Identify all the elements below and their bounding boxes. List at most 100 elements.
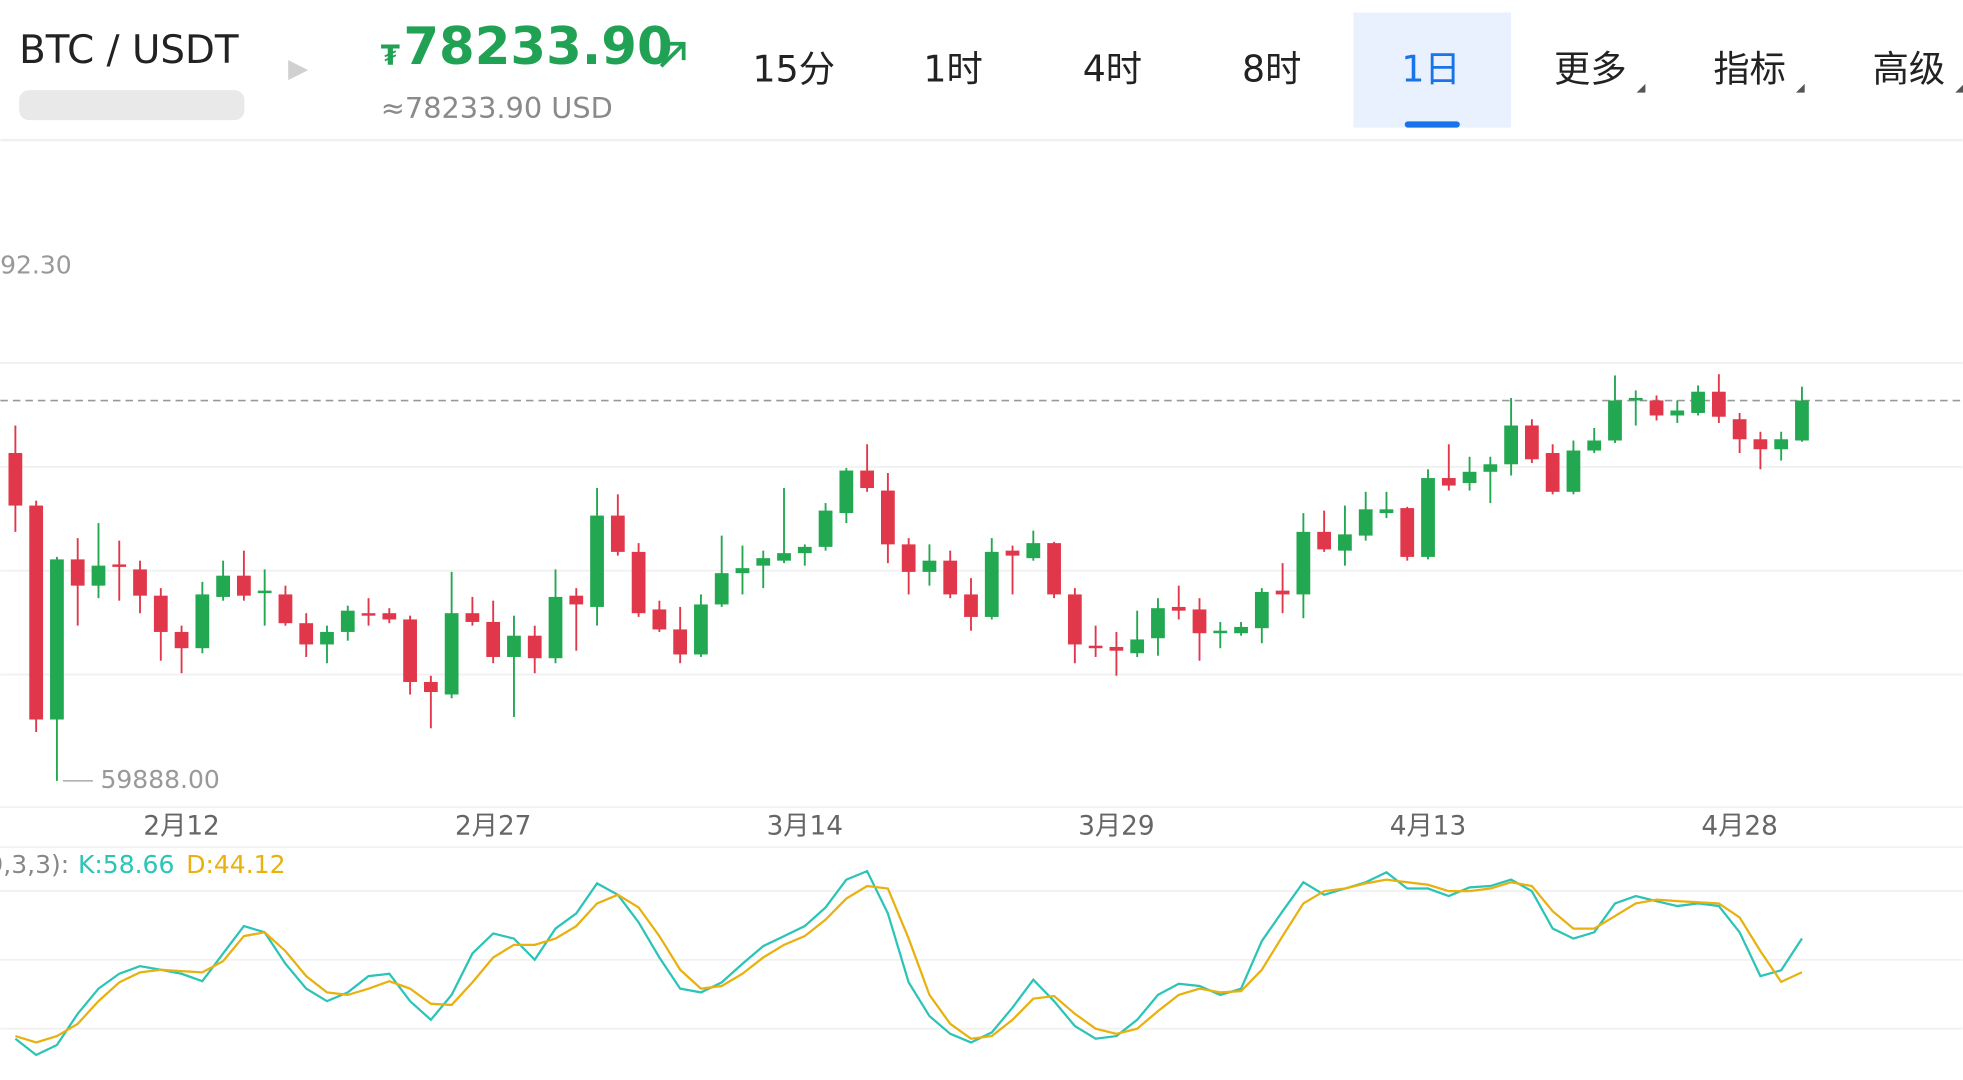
candle-body xyxy=(1088,645,1103,649)
candle-body xyxy=(1358,509,1373,536)
candle-body xyxy=(527,635,542,659)
plot: 2月12 2月27 3月14 3月29 4月13 4月28 84692.30 59888.00… xyxy=(0,251,1963,1057)
candle-body xyxy=(1421,478,1435,557)
candle-body xyxy=(299,623,314,645)
candle-body xyxy=(465,613,480,622)
candle-body xyxy=(1670,410,1685,416)
candle-body xyxy=(818,510,833,547)
dropdown-icon xyxy=(1636,83,1646,93)
candle-body xyxy=(1628,397,1643,401)
dropdown-icon xyxy=(1795,83,1805,93)
candle-body xyxy=(29,505,44,720)
candle-body xyxy=(1047,543,1061,595)
candle-body xyxy=(1400,508,1415,557)
candle-body xyxy=(1504,425,1518,465)
last-price: 78233.90 xyxy=(403,17,672,77)
candle-body xyxy=(673,629,688,655)
min-price-label: 59888.00 xyxy=(100,765,219,794)
candle-body xyxy=(694,604,708,655)
symbol[interactable]: BTC / USDT xyxy=(19,28,239,73)
tab[interactable]: 8时 xyxy=(1242,47,1301,90)
candle-body xyxy=(70,559,85,586)
tab[interactable]: 高级 xyxy=(1873,47,1946,90)
candle-body xyxy=(839,470,854,514)
candle-body xyxy=(1296,531,1311,595)
x-tick-label: 4月28 xyxy=(1701,812,1777,842)
candle-body xyxy=(1192,609,1207,634)
indicator-line xyxy=(15,878,1803,1044)
candle-body xyxy=(133,569,147,596)
candle-body xyxy=(1275,590,1290,595)
x-tick-label: 3月29 xyxy=(1078,812,1154,842)
candle-body xyxy=(423,681,438,692)
tab[interactable]: 指标 xyxy=(1713,47,1786,90)
candle-body xyxy=(403,619,417,682)
candle-body xyxy=(631,551,646,614)
candle-body xyxy=(91,565,106,586)
candle-body xyxy=(1649,400,1664,416)
candle-body xyxy=(320,631,334,645)
candle-body xyxy=(340,610,355,632)
candle-body xyxy=(1691,391,1705,413)
candle-body xyxy=(1130,639,1145,654)
candle-body xyxy=(257,590,272,594)
candle-body xyxy=(50,559,64,720)
tab[interactable]: 更多 xyxy=(1554,47,1627,90)
candle-body xyxy=(174,631,189,649)
candle-body xyxy=(216,575,231,597)
candle-body xyxy=(1338,534,1352,551)
candle-body xyxy=(901,544,916,572)
candle-body xyxy=(507,635,521,657)
legend-entry: K:58.66 xyxy=(78,850,174,879)
candle-body xyxy=(1462,471,1477,484)
candle-body xyxy=(1545,453,1560,492)
blurred-subtitle xyxy=(19,90,245,121)
candle-body xyxy=(8,453,23,506)
tab[interactable]: 15分 xyxy=(753,47,835,90)
candle-body xyxy=(486,621,501,657)
candle-body xyxy=(1005,550,1020,556)
candle-body xyxy=(652,609,667,630)
x-tick-label: 2月27 xyxy=(455,812,531,842)
candle-body xyxy=(1213,630,1228,634)
candle-body xyxy=(278,594,293,624)
candle-body xyxy=(1067,594,1082,645)
candle-body xyxy=(984,551,999,617)
candle-body xyxy=(1254,591,1269,629)
candle-body xyxy=(1171,606,1186,611)
x-tick-label: 4月13 xyxy=(1390,812,1466,842)
candle-body xyxy=(1317,531,1332,550)
candle-body xyxy=(1566,450,1581,492)
candle-body xyxy=(1441,478,1456,486)
tab[interactable]: 1日 xyxy=(1401,47,1460,90)
candle-body xyxy=(1795,400,1809,441)
candle-body xyxy=(610,515,625,552)
candle-body xyxy=(382,613,397,620)
active-tab-bg xyxy=(1353,12,1512,128)
approx-price: ≈78233.90 USD xyxy=(381,91,613,125)
candle-body xyxy=(444,613,459,695)
candle-body xyxy=(569,595,584,605)
candle-body xyxy=(1151,608,1165,639)
x-tick-label: 2月12 xyxy=(143,812,219,842)
candle-body xyxy=(1753,439,1768,450)
expand-icon[interactable] xyxy=(288,60,309,81)
candle-body xyxy=(860,470,875,489)
candle-body xyxy=(1483,464,1498,472)
tab[interactable]: 4时 xyxy=(1083,47,1142,90)
tab[interactable]: 1时 xyxy=(923,47,982,90)
candle-body xyxy=(714,573,729,605)
candle-body xyxy=(1109,646,1124,651)
candle-body xyxy=(1608,400,1622,441)
indicator-title: KDJ(9,3,3): xyxy=(0,850,69,879)
candle-body xyxy=(153,595,168,632)
candle-body xyxy=(237,575,251,596)
candle-body xyxy=(797,546,812,554)
candle-body xyxy=(1774,439,1789,450)
active-tab-indicator xyxy=(1404,121,1460,128)
currency-symbol: ₮ xyxy=(381,39,400,71)
candle-body xyxy=(361,613,376,616)
candle-body xyxy=(548,596,563,659)
